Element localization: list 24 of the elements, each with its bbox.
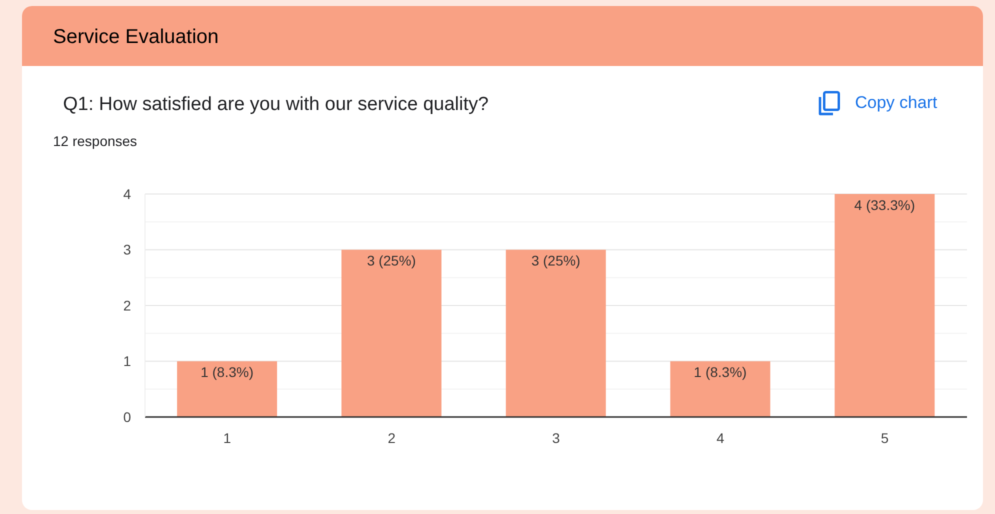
bar — [341, 250, 442, 417]
y-tick-label: 1 — [123, 353, 132, 370]
chart-subtitle: Q1: How satisfied are you with our service quality? — [63, 93, 489, 117]
y-tick-label: 3 — [123, 242, 132, 258]
y-tick-label: 2 — [123, 297, 132, 314]
x-tick-label: 2 — [388, 430, 396, 446]
chart-title: Service Evaluation — [53, 25, 219, 49]
text: 12 responses — [53, 132, 138, 150]
data-label: 3 (25%) — [366, 252, 416, 269]
x-tick-label: 5 — [880, 430, 889, 446]
data-label: 1 (8.3%) — [200, 364, 254, 380]
data-label: 4 (33.3%) — [854, 196, 916, 213]
text: Copy chart — [855, 92, 938, 114]
data-label: 1 (8.3%) — [694, 364, 747, 380]
x-tick-label: 4 — [716, 430, 724, 446]
data-label: 3 (25%) — [531, 252, 580, 269]
y-tick-label: 4 — [123, 186, 132, 202]
x-tick-label: 1 — [223, 430, 232, 446]
bar — [834, 194, 935, 417]
bar — [506, 250, 606, 417]
bar — [177, 361, 278, 417]
bar — [670, 361, 770, 417]
y-tick-label: 0 — [123, 408, 132, 425]
x-tick-label: 3 — [552, 430, 560, 446]
